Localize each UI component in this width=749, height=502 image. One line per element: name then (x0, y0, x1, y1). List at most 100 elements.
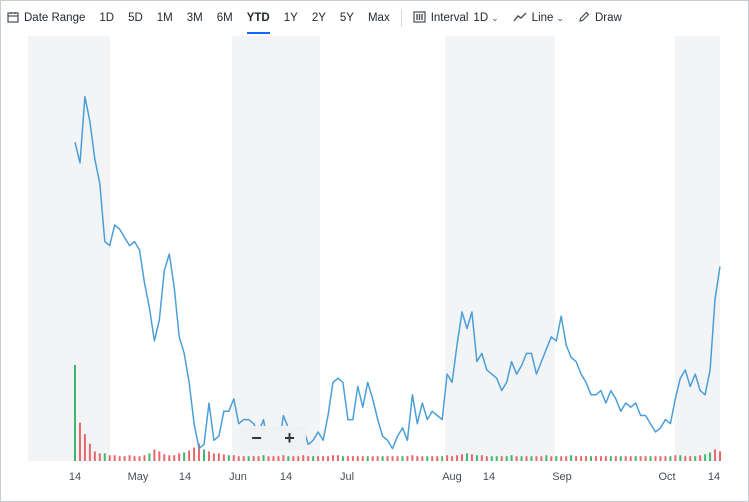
chart-toolbar: Date Range 1D 5D 1M 3M 6M YTD 1Y 2Y 5Y Max Interv… (0, 0, 740, 36)
volume-bar (108, 455, 111, 461)
volume-bar (247, 456, 250, 461)
volume-bar (649, 456, 652, 461)
zoom-controls: − + (240, 426, 306, 450)
volume-bar (203, 449, 205, 461)
volume-bar (674, 455, 677, 461)
candles-icon (413, 10, 426, 26)
range-button-1d[interactable]: 1D (92, 0, 121, 36)
range-button-1y[interactable]: 1Y (277, 0, 305, 36)
price-line (74, 95, 721, 450)
volume-bar (381, 456, 384, 461)
date-range-button[interactable]: Date Range (0, 0, 92, 36)
interval-label: Interval (430, 12, 469, 24)
pencil-icon (578, 11, 590, 26)
volume-bar (123, 456, 126, 461)
volume-bar (257, 456, 260, 461)
x-tick-label: 14 (483, 471, 495, 483)
draw-button[interactable]: Draw (571, 0, 629, 36)
volume-bar (451, 456, 454, 461)
volume-bar (550, 456, 553, 461)
volume-bar (307, 456, 310, 461)
range-button-2y[interactable]: 2Y (305, 0, 333, 36)
volume-bar (545, 455, 548, 461)
range-label: Max (367, 12, 390, 24)
volume-bar (619, 456, 622, 461)
range-button-5y[interactable]: 5Y (333, 0, 361, 36)
volume-bar (510, 455, 513, 461)
volume-bar (465, 453, 468, 461)
volume-bar (441, 456, 444, 461)
volume-bar (565, 456, 568, 461)
volume-bar (193, 447, 196, 461)
volume-bar (639, 456, 642, 461)
chart-type-button[interactable]: Line ⌄ (506, 0, 571, 36)
volume-bar (570, 455, 573, 461)
volume-bar (470, 454, 473, 461)
volume-bar (322, 456, 325, 461)
volume-bar (287, 456, 290, 461)
volume-bar (684, 456, 687, 461)
range-label: 1D (99, 12, 115, 24)
chevron-down-icon: ⌄ (491, 12, 499, 23)
volume-bar (664, 456, 667, 461)
range-button-ytd[interactable]: YTD (240, 0, 277, 36)
volume-bar (485, 456, 488, 461)
volume-bar (282, 455, 285, 461)
volume-bar (505, 456, 508, 461)
price-chart[interactable]: 14 May 14 Jun 14 Jul Aug 14 Sep Oct 14 (0, 36, 749, 502)
range-button-max[interactable]: Max (361, 0, 397, 36)
range-button-5d[interactable]: 5D (121, 0, 150, 36)
volume-bar (183, 452, 186, 461)
volume-bar (356, 456, 359, 461)
volume-bar (590, 456, 592, 461)
volume-bar (495, 456, 498, 461)
volume-bar (83, 434, 86, 461)
volume-bar (436, 456, 439, 461)
x-tick-label: Jul (340, 471, 354, 483)
volume-bar (411, 455, 414, 461)
range-label: 3M (186, 12, 203, 24)
volume-bar (480, 455, 483, 461)
volume-bar (312, 456, 315, 461)
volume-bar (277, 456, 280, 461)
range-button-1m[interactable]: 1M (150, 0, 180, 36)
range-label: 1M (156, 12, 173, 24)
volume-bar (386, 456, 389, 461)
volume-bar (272, 456, 275, 461)
volume-bar (242, 456, 245, 461)
zoom-in-button[interactable]: + (284, 428, 295, 448)
volume-bar (227, 455, 230, 461)
volume-bar (575, 456, 578, 461)
volume-bar (371, 456, 374, 461)
zoom-out-button[interactable]: − (251, 428, 262, 448)
volume-bar (490, 456, 493, 461)
volume-bar (699, 455, 702, 461)
chart-type-label: Line (531, 12, 554, 24)
month-band (28, 36, 110, 461)
calendar-icon (7, 11, 19, 26)
volume-bar (704, 454, 707, 461)
volume-bar (585, 456, 588, 461)
interval-button[interactable]: Interval 1D ⌄ (406, 0, 506, 36)
volume-bar (654, 456, 657, 461)
range-button-6m[interactable]: 6M (210, 0, 240, 36)
range-label: 2Y (311, 12, 326, 24)
volume-bar (461, 454, 463, 461)
x-tick-label: 14 (280, 471, 292, 483)
draw-label: Draw (594, 12, 622, 24)
month-bands (28, 36, 720, 461)
volume-bar (525, 456, 528, 461)
volume-bar (207, 451, 210, 461)
range-button-3m[interactable]: 3M (180, 0, 210, 36)
range-label: 1Y (283, 12, 298, 24)
volume-bar (530, 456, 533, 461)
x-tick-label: 14 (179, 471, 191, 483)
volume-bar (237, 456, 240, 461)
volume-bar (629, 456, 632, 461)
volume-bar (426, 456, 429, 461)
volume-bar (446, 455, 449, 461)
volume-bar (535, 456, 538, 461)
volume-bar (714, 449, 717, 461)
volume-bar (401, 456, 404, 461)
volume-bar (143, 455, 146, 461)
